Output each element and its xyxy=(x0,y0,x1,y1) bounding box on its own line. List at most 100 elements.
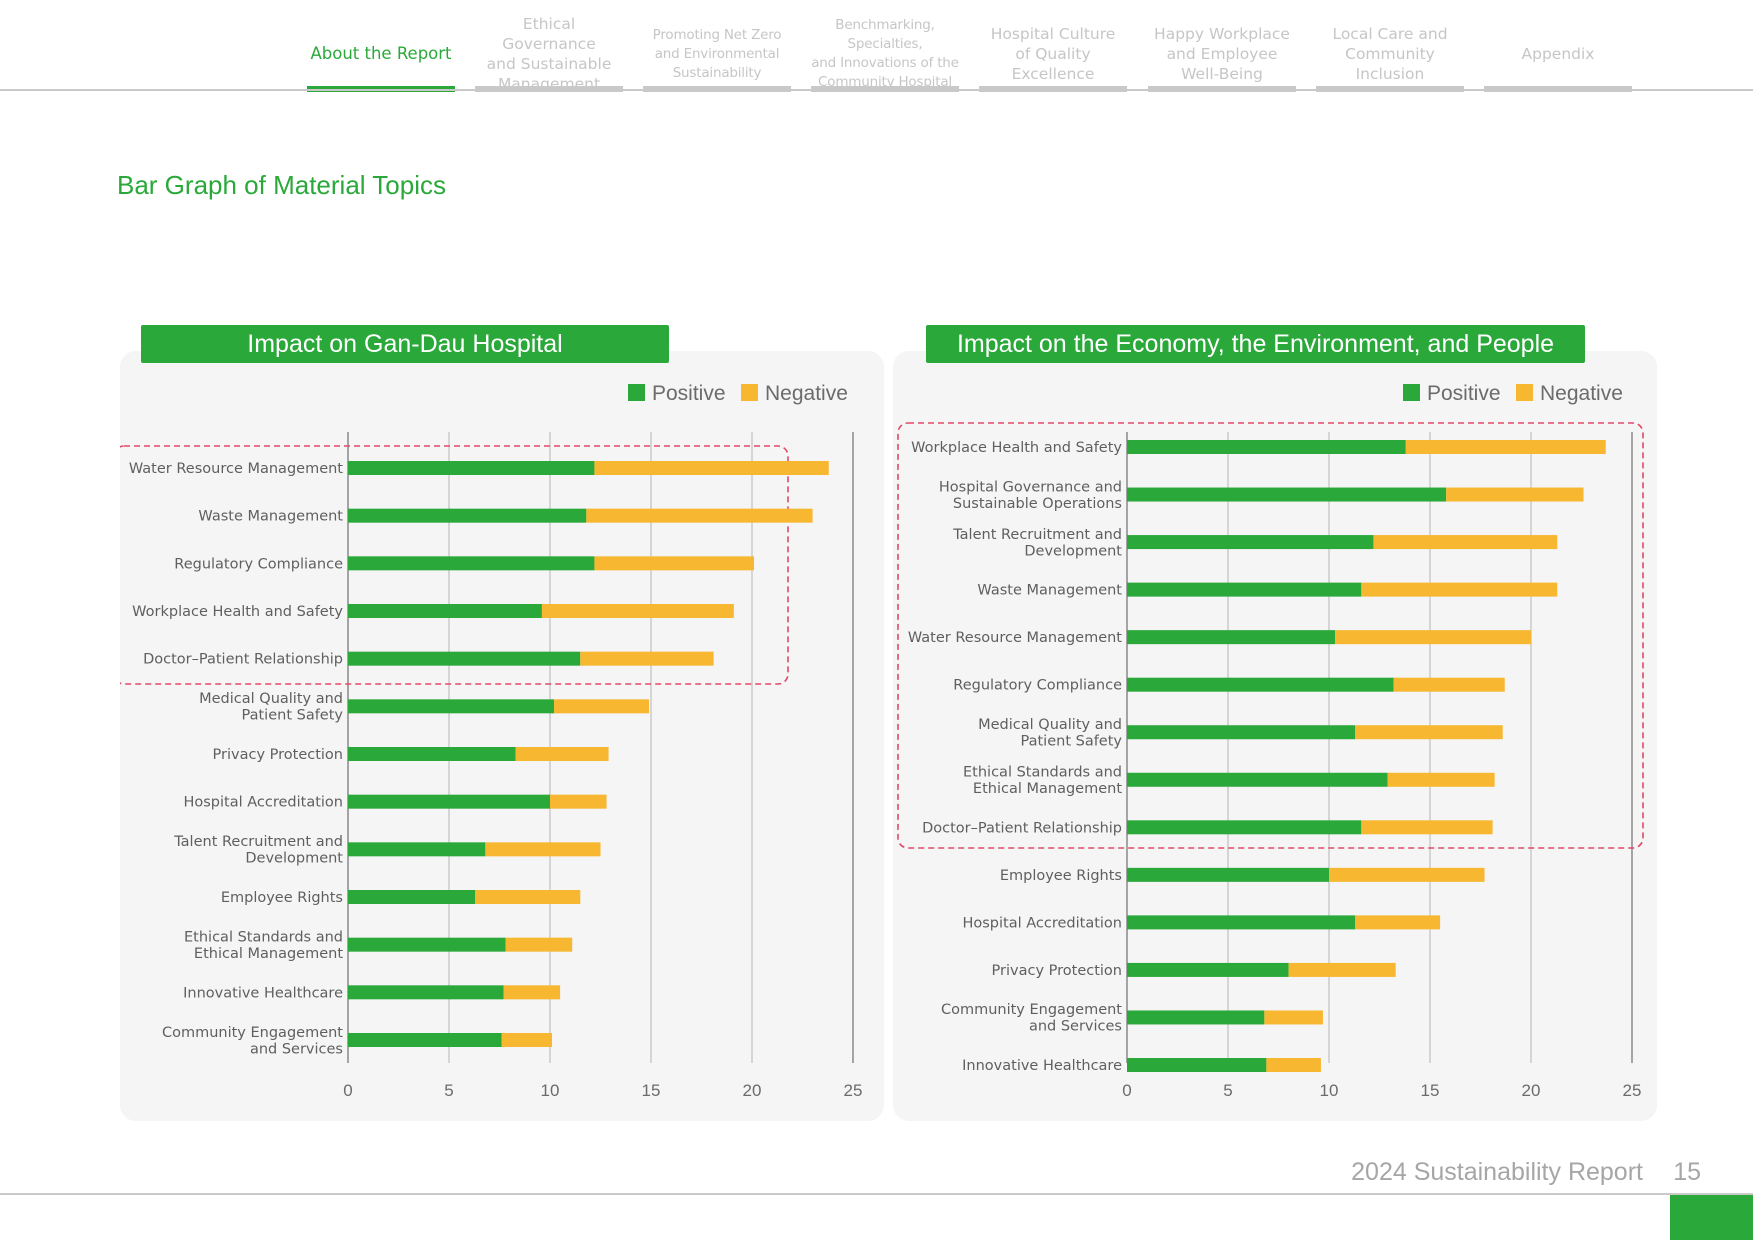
bar-negative xyxy=(1266,1058,1321,1072)
category-label-line: Regulatory Compliance xyxy=(174,556,343,572)
bar-negative xyxy=(594,556,755,571)
bar-negative xyxy=(1361,582,1558,597)
category-label: Employee Rights xyxy=(221,890,343,906)
chart-economy-impact: 0 5 10 15 20 25 Workplace Health and Safety Hos… xyxy=(897,382,1644,1100)
category-label-line: Community Engagement xyxy=(162,1025,343,1041)
bar-positive xyxy=(1127,535,1374,550)
category-label-line: Ethical Standards and xyxy=(184,929,343,945)
category-label: Ethical Standards and Ethical Management xyxy=(184,929,343,962)
category-label-line: Hospital Accreditation xyxy=(962,915,1122,931)
nav-tab-label-line: About the Report xyxy=(310,44,452,63)
legend-swatch-negative xyxy=(741,384,758,401)
category-label: Doctor–Patient Relationship xyxy=(143,652,343,668)
category-label-line: Employee Rights xyxy=(221,890,343,906)
category-label-line: Workplace Health and Safety xyxy=(911,440,1122,456)
nav-divider xyxy=(0,89,1753,91)
nav-tab-label: Ethical Governance and Sustainable Managem… xyxy=(475,14,623,94)
bar-negative xyxy=(550,794,607,809)
category-label-line: Talent Recruitment and xyxy=(173,834,343,850)
nav-tab-label: About the Report xyxy=(310,44,451,64)
chart-title-hospital: Impact on Gan-Dau Hospital xyxy=(141,325,669,363)
nav-tab-7[interactable]: Local Care and Community Inclusion xyxy=(1316,20,1464,88)
legend-label-negative: Negative xyxy=(765,382,848,405)
category-label-line: Development xyxy=(245,851,343,867)
category-label: Privacy Protection xyxy=(992,963,1122,979)
chart-title-economy: Impact on the Economy, the Environment, … xyxy=(926,325,1585,363)
nav-tab-label-line: Hospital Culture xyxy=(990,25,1116,43)
nav-tab-label: Promoting Net Zero and Environmental Susta… xyxy=(653,26,782,83)
bar-negative xyxy=(1288,962,1396,977)
bar-positive xyxy=(348,556,595,571)
nav-tab-4[interactable]: Benchmarking, Specialties, and Innovation… xyxy=(811,17,959,90)
category-label-line: Development xyxy=(1024,543,1122,559)
nav-tab-label-line: Benchmarking, Specialties, xyxy=(835,17,935,52)
bar-negative xyxy=(515,747,609,761)
x-tick-label: 15 xyxy=(642,1081,661,1100)
bar-negative xyxy=(1393,677,1505,692)
bar-positive xyxy=(1127,962,1289,977)
category-label-line: Privacy Protection xyxy=(992,963,1122,979)
category-label: Medical Quality and Patient Safety xyxy=(199,691,343,724)
bar-positive xyxy=(348,461,595,475)
x-tick-label: 20 xyxy=(1522,1081,1541,1100)
nav-tab-label-line: Well-Being xyxy=(1181,65,1263,83)
bar-negative xyxy=(594,461,829,475)
nav-tab-label-line: of Quality xyxy=(1015,45,1091,63)
nav-tab-6[interactable]: Happy Workplace and Employee Well-Being xyxy=(1148,20,1296,88)
bar-negative xyxy=(1446,487,1584,502)
category-label: Talent Recruitment and Development xyxy=(173,834,343,867)
nav-tab-label-line: and Innovations of the xyxy=(811,55,959,71)
top-navigation: About the Report Ethical Governance and Su… xyxy=(0,0,1753,93)
highlight-box xyxy=(897,422,1644,849)
category-label: Waste Management xyxy=(977,583,1122,599)
nav-tab-1[interactable]: About the Report xyxy=(307,20,455,88)
nav-tab-8[interactable]: Appendix xyxy=(1484,20,1632,88)
category-label: Community Engagement and Services xyxy=(941,1002,1122,1035)
nav-tab-label-line: Local Care and xyxy=(1332,25,1448,43)
x-tick-label: 5 xyxy=(1223,1081,1232,1100)
bar-positive xyxy=(1127,772,1388,787)
bar-negative xyxy=(1405,440,1606,454)
bar-positive xyxy=(1127,1058,1267,1072)
nav-tab-label: Happy Workplace and Employee Well-Being xyxy=(1154,24,1290,84)
category-label-line: Doctor–Patient Relationship xyxy=(922,820,1122,836)
category-label: Water Resource Management xyxy=(908,630,1122,646)
bar-positive xyxy=(1127,440,1406,454)
category-label: Medical Quality and Patient Safety xyxy=(978,717,1122,750)
category-label: Water Resource Management xyxy=(129,461,343,477)
legend-swatch-positive xyxy=(628,384,645,401)
nav-tab-3[interactable]: Promoting Net Zero and Environmental Susta… xyxy=(643,20,791,88)
nav-tab-2[interactable]: Ethical Governance and Sustainable Managem… xyxy=(475,15,623,93)
category-label: Employee Rights xyxy=(1000,868,1122,884)
category-label-line: Patient Safety xyxy=(242,708,344,724)
bar-positive xyxy=(1127,582,1362,597)
nav-tab-label-line: Excellence xyxy=(1011,65,1095,83)
bar-negative xyxy=(1335,630,1531,645)
category-label-line: Waste Management xyxy=(977,583,1122,599)
nav-tab-label-line: and Sustainable xyxy=(486,55,612,73)
bar-negative xyxy=(1355,725,1503,740)
bar-negative xyxy=(1355,915,1441,930)
bar-positive xyxy=(1127,1010,1265,1025)
bar-positive xyxy=(348,699,555,714)
category-label-line: and Services xyxy=(1029,1019,1122,1035)
category-label-line: Medical Quality and xyxy=(978,717,1122,733)
bar-negative xyxy=(1387,772,1495,787)
x-tick-label: 15 xyxy=(1421,1081,1440,1100)
x-tick-label: 0 xyxy=(343,1081,352,1100)
category-label: Community Engagement and Services xyxy=(162,1025,343,1058)
category-label-line: Water Resource Management xyxy=(129,461,343,477)
legend-label-positive: Positive xyxy=(652,382,726,405)
category-label: Ethical Standards and Ethical Management xyxy=(963,765,1122,798)
legend-swatch-negative xyxy=(1516,384,1533,401)
category-label: Innovative Healthcare xyxy=(962,1058,1122,1074)
x-tick-label: 10 xyxy=(541,1081,560,1100)
category-label: Workplace Health and Safety xyxy=(911,440,1122,456)
category-label-line: Innovative Healthcare xyxy=(183,985,343,1001)
footer-divider xyxy=(0,1193,1753,1195)
nav-tab-label-line: and Employee xyxy=(1166,45,1278,63)
nav-tab-label-line: Ethical Governance xyxy=(502,15,596,53)
bar-positive xyxy=(348,747,516,761)
nav-tab-5[interactable]: Hospital Culture of Quality Excellence xyxy=(979,20,1127,88)
bar-positive xyxy=(1127,820,1362,835)
